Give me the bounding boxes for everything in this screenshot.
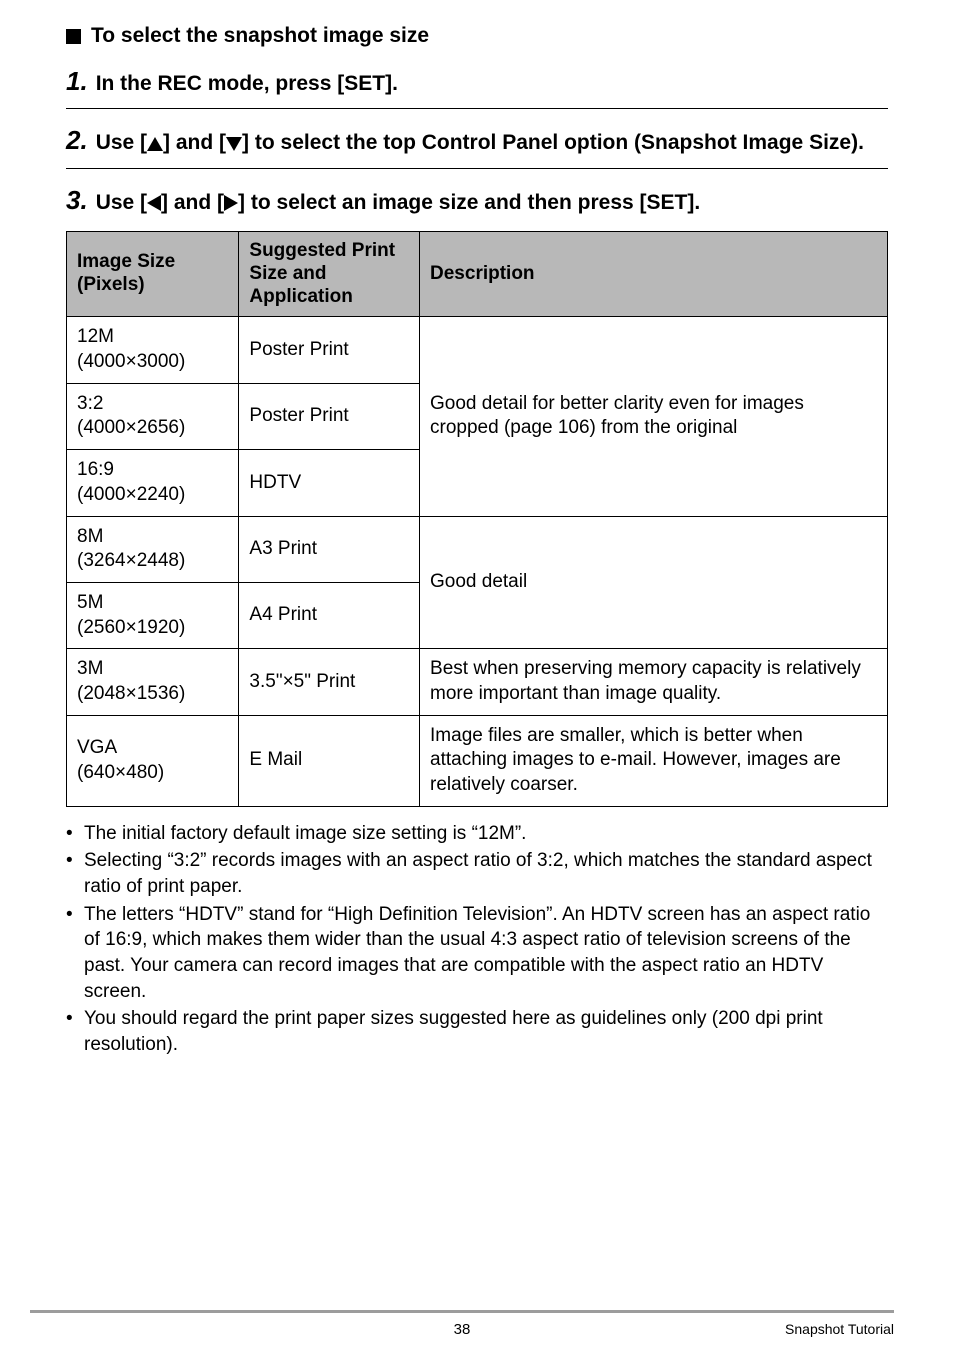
- step-text: In the REC mode, press [SET].: [96, 66, 398, 98]
- table-header-cell: Suggested Print Size and Application: [239, 232, 420, 317]
- page: To select the snapshot image size 1. In t…: [0, 0, 954, 1357]
- description-cell: Good detail for better clarity even for …: [420, 317, 888, 516]
- bullet-icon: •: [66, 848, 84, 899]
- print-size-cell: 3.5"×5" Print: [239, 649, 420, 715]
- note-text: The initial factory default image size s…: [84, 821, 526, 847]
- bullet-icon: •: [66, 1006, 84, 1057]
- table-row: 12M(4000×3000)Poster PrintGood detail fo…: [67, 317, 888, 383]
- table-header-row: Image Size (Pixels)Suggested Print Size …: [67, 232, 888, 317]
- bullet-icon: •: [66, 902, 84, 1005]
- table-body: 12M(4000×3000)Poster PrintGood detail fo…: [67, 317, 888, 806]
- step-text: Use [] and [] to select the top Control …: [96, 125, 864, 157]
- note-text: You should regard the print paper sizes …: [84, 1006, 888, 1057]
- table-header-cell: Description: [420, 232, 888, 317]
- steps-list: 1. In the REC mode, press [SET]. 2. Use [] …: [66, 66, 888, 217]
- section-heading-row: To select the snapshot image size: [66, 24, 888, 48]
- description-cell: Image files are smaller, which is better…: [420, 715, 888, 806]
- note-item: •The letters “HDTV” stand for “High Defi…: [66, 902, 888, 1005]
- print-size-cell: Poster Print: [239, 317, 420, 383]
- section-title: To select the snapshot image size: [91, 24, 429, 48]
- note-item: •The initial factory default image size …: [66, 821, 888, 847]
- print-size-cell: HDTV: [239, 450, 420, 516]
- table-header-cell: Image Size (Pixels): [67, 232, 239, 317]
- image-size-table: Image Size (Pixels)Suggested Print Size …: [66, 231, 888, 807]
- image-size-cell: 16:9(4000×2240): [67, 450, 239, 516]
- square-bullet-icon: [66, 29, 81, 44]
- step-number: 2.: [66, 125, 88, 153]
- image-size-cell: 5M(2560×1920): [67, 582, 239, 648]
- print-size-cell: Poster Print: [239, 383, 420, 449]
- step: 1. In the REC mode, press [SET].: [66, 66, 888, 98]
- table-row: 3M(2048×1536)3.5"×5" PrintBest when pres…: [67, 649, 888, 715]
- step-text: Use [] and [] to select an image size an…: [96, 185, 700, 217]
- print-size-cell: A4 Print: [239, 582, 420, 648]
- image-size-cell: VGA(640×480): [67, 715, 239, 806]
- footer-row: 38 Snapshot Tutorial: [0, 1319, 924, 1339]
- description-cell: Good detail: [420, 516, 888, 649]
- note-item: •You should regard the print paper sizes…: [66, 1006, 888, 1057]
- step-number: 3.: [66, 185, 88, 213]
- step: 2. Use [] and [] to select the top Contro…: [66, 125, 888, 157]
- step-divider: [66, 168, 888, 169]
- note-item: •Selecting “3:2” records images with an …: [66, 848, 888, 899]
- print-size-cell: E Mail: [239, 715, 420, 806]
- note-text: Selecting “3:2” records images with an a…: [84, 848, 888, 899]
- image-size-cell: 3:2(4000×2656): [67, 383, 239, 449]
- footer-label: Snapshot Tutorial: [785, 1321, 894, 1337]
- description-cell: Best when preserving memory capacity is …: [420, 649, 888, 715]
- note-text: The letters “HDTV” stand for “High Defin…: [84, 902, 888, 1005]
- bullet-icon: •: [66, 821, 84, 847]
- page-footer: 38 Snapshot Tutorial: [0, 1310, 954, 1339]
- print-size-cell: A3 Print: [239, 516, 420, 582]
- table-row: 8M(3264×2448)A3 PrintGood detail: [67, 516, 888, 582]
- notes-list: •The initial factory default image size …: [66, 821, 888, 1058]
- image-size-cell: 3M(2048×1536): [67, 649, 239, 715]
- page-number: 38: [454, 1321, 471, 1338]
- step-divider: [66, 108, 888, 109]
- table-row: VGA(640×480)E MailImage files are smalle…: [67, 715, 888, 806]
- footer-divider: [30, 1310, 894, 1313]
- image-size-cell: 12M(4000×3000): [67, 317, 239, 383]
- step-number: 1.: [66, 66, 88, 94]
- step: 3. Use [] and [] to select an image size …: [66, 185, 888, 217]
- image-size-cell: 8M(3264×2448): [67, 516, 239, 582]
